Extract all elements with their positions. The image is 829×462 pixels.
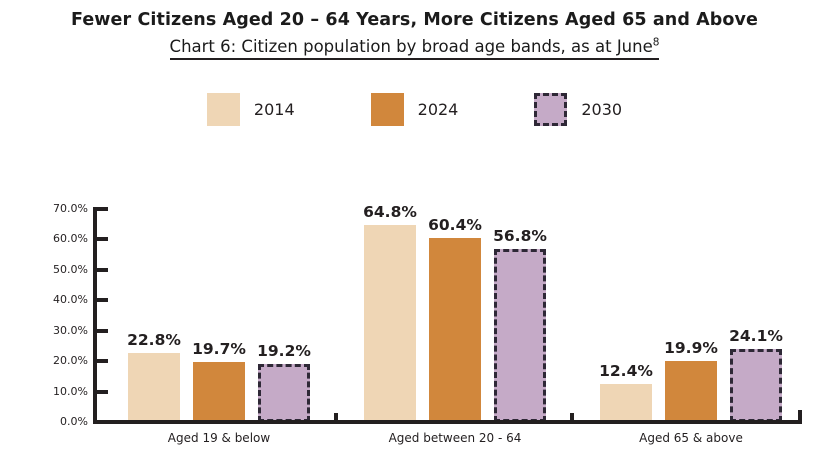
- legend-swatch: [370, 93, 404, 126]
- bar-value-label: 12.4%: [599, 362, 653, 381]
- ytick-mark: [97, 237, 108, 242]
- bar: [364, 224, 416, 422]
- ytick-label: 70.0%: [53, 202, 88, 215]
- chart-subtitle: Chart 6: Citizen population by broad age…: [0, 37, 829, 60]
- legend-item: 2024: [370, 93, 459, 126]
- ytick-mark: [97, 328, 108, 333]
- legend-label: 2014: [253, 100, 295, 119]
- legend-label: 2024: [417, 100, 459, 119]
- legend-item: 2030: [534, 93, 622, 126]
- ytick-label: 0.0%: [60, 415, 88, 428]
- ytick-mark: [97, 267, 108, 272]
- bar-value-label: 19.9%: [664, 339, 718, 358]
- subtitle-footnote-superscript: 8: [652, 36, 660, 49]
- bar: [128, 352, 180, 422]
- x-axis-end-tick: [798, 410, 802, 424]
- y-axis-line: [93, 207, 97, 424]
- bar: [600, 384, 652, 422]
- ytick-label: 40.0%: [53, 293, 88, 307]
- legend-swatch: [534, 93, 568, 126]
- bar: [193, 362, 245, 422]
- chart-subtitle-text: Chart 6: Citizen population by broad age…: [169, 36, 660, 60]
- category-label: Aged 19 & below: [167, 431, 271, 445]
- bar: [258, 363, 310, 422]
- bar: [665, 361, 717, 422]
- ytick-mark: [97, 389, 108, 394]
- bar: [429, 238, 481, 422]
- x-axis-group-tick: [334, 413, 338, 424]
- bar-value-label: 19.7%: [192, 340, 246, 359]
- bar: [494, 249, 546, 422]
- page-title: Fewer Citizens Aged 20 – 64 Years, More …: [70, 10, 759, 30]
- ytick-label: 10.0%: [53, 384, 88, 398]
- ytick-label: 20.0%: [53, 354, 88, 368]
- bar-value-label: 24.1%: [729, 326, 783, 345]
- x-axis-group-tick: [570, 413, 574, 424]
- category-label: Aged between 20 - 64: [388, 431, 522, 445]
- ytick-label: 30.0%: [53, 323, 88, 337]
- bar-value-label: 60.4%: [428, 216, 482, 235]
- legend: 2014 2024 2030: [0, 93, 829, 126]
- category-label: Aged 65 & above: [639, 431, 743, 445]
- ytick-mark: [97, 298, 108, 303]
- ytick-mark: [97, 207, 108, 211]
- legend-label: 2030: [581, 100, 623, 119]
- bar-value-label: 19.2%: [257, 341, 311, 360]
- bar-value-label: 22.8%: [127, 330, 181, 349]
- legend-item: 2014: [206, 93, 295, 126]
- bar-value-label: 64.8%: [363, 202, 417, 221]
- bar: [730, 348, 782, 422]
- bar-value-label: 56.8%: [493, 227, 547, 246]
- ytick-mark: [97, 359, 108, 364]
- ytick-label: 60.0%: [53, 232, 88, 246]
- ytick-label: 50.0%: [53, 262, 88, 276]
- x-axis-line: [93, 420, 802, 424]
- legend-swatch: [206, 93, 240, 126]
